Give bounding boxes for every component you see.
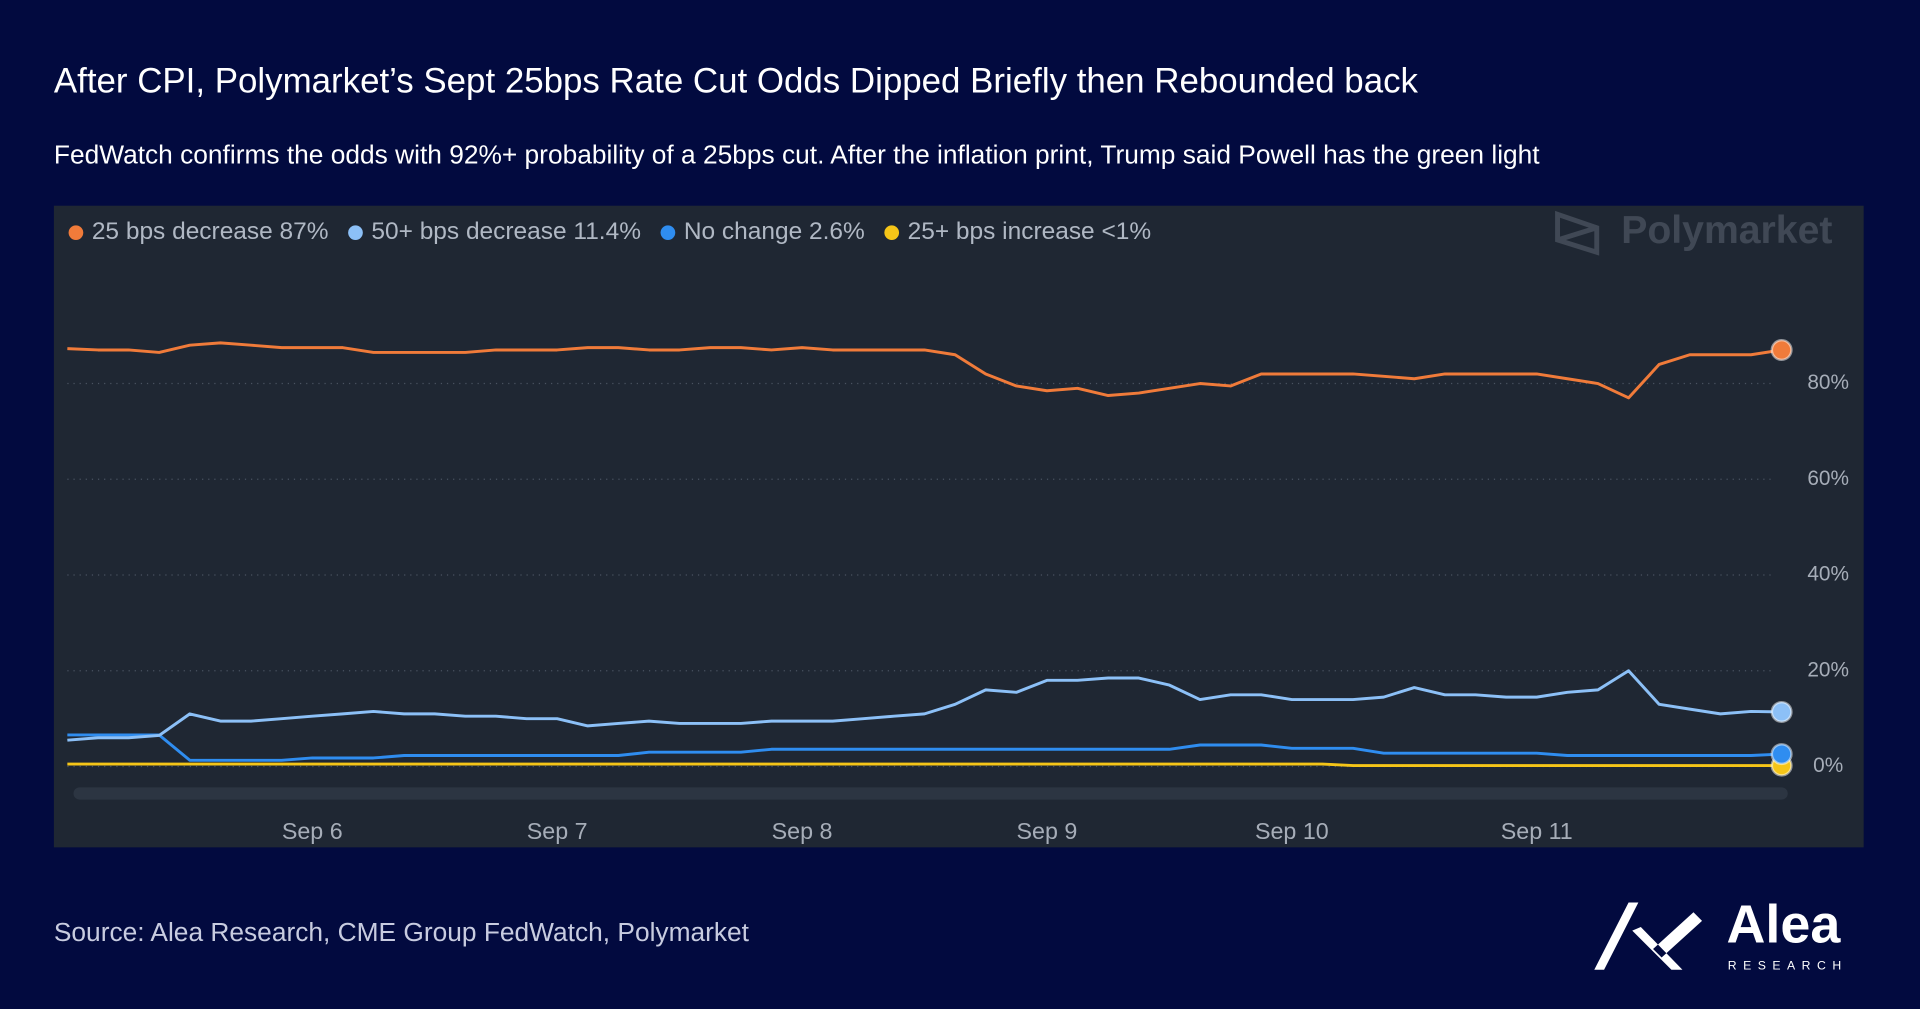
legend-label: 50+ bps decrease 11.4%	[371, 218, 641, 245]
x-tick-label: Sep 11	[1501, 818, 1573, 844]
series-line	[67, 733, 1782, 762]
scrollbar	[73, 787, 1788, 800]
y-tick-label: 80%	[1807, 371, 1849, 394]
source-note: Source: Alea Research, CME Group FedWatc…	[54, 917, 750, 947]
brand-tagline: RESEARCH	[1728, 958, 1848, 972]
series-line	[67, 762, 1782, 768]
legend-label: 25 bps decrease 87%	[92, 218, 329, 245]
y-tick-label: 0%	[1813, 754, 1843, 777]
watermark-icon	[1555, 210, 1600, 256]
watermark-text: Polymarket	[1621, 209, 1832, 252]
end-marker	[1770, 700, 1793, 723]
series-line	[67, 669, 1782, 742]
end-marker	[1770, 338, 1793, 362]
series-line	[67, 341, 1782, 400]
chart-title: After CPI, Polymarket’s Sept 25bps Rate …	[54, 61, 1419, 100]
legend-label: 25+ bps increase <1%	[908, 218, 1152, 245]
brand-mark	[1594, 902, 1703, 970]
x-tick-label: Sep 7	[527, 818, 588, 844]
x-tick-label: Sep 8	[772, 818, 833, 844]
legend-label: No change 2.6%	[684, 218, 865, 245]
y-tick-label: 20%	[1807, 658, 1849, 681]
legend-swatch	[68, 225, 84, 241]
y-tick-label: 60%	[1807, 467, 1849, 490]
x-tick-label: Sep 9	[1017, 818, 1078, 844]
brand-name: Alea	[1727, 894, 1842, 954]
y-tick-label: 40%	[1807, 563, 1849, 586]
brand-logo: Alea RESEARCH	[1594, 894, 1848, 972]
legend-swatch	[348, 225, 363, 241]
end-marker	[1770, 743, 1793, 766]
legend-swatch	[660, 225, 676, 241]
plot-panel	[53, 205, 1864, 848]
legend-swatch	[884, 225, 900, 241]
x-tick-label: Sep 10	[1255, 818, 1329, 844]
x-tick-label: Sep 6	[282, 818, 343, 844]
chart-subtitle: FedWatch confirms the odds with 92%+ pro…	[54, 140, 1540, 170]
watermark: Polymarket	[1555, 209, 1832, 256]
